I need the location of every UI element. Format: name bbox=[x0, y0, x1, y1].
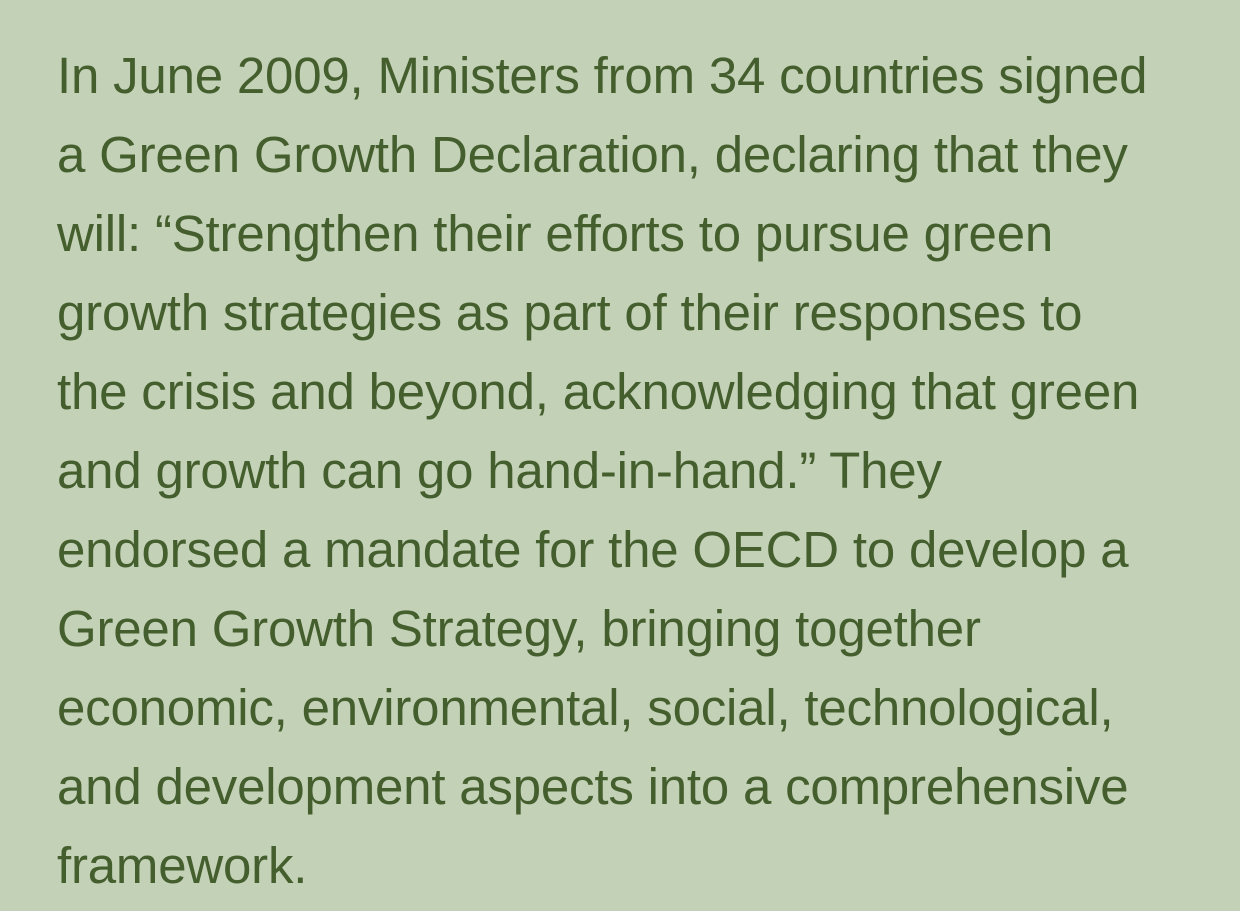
paragraph-line: and growth can go hand-in-hand.” They bbox=[57, 442, 942, 499]
paragraph-line: Green Growth Strategy, bringing together bbox=[57, 600, 981, 657]
paragraph-line: and development aspects into a comprehen… bbox=[57, 758, 1129, 815]
paragraph-line: economic, environmental, social, technol… bbox=[57, 679, 1114, 736]
paragraph-line: framework. bbox=[57, 837, 308, 894]
paragraph-line: will: “Strengthen their efforts to pursu… bbox=[57, 205, 1054, 262]
paragraph-line: endorsed a mandate for the OECD to devel… bbox=[57, 521, 1129, 578]
paragraph-line: the crisis and beyond, acknowledging tha… bbox=[57, 363, 1140, 420]
paragraph-line: growth strategies as part of their respo… bbox=[57, 284, 1083, 341]
paragraph-line: In June 2009, Ministers from 34 countrie… bbox=[57, 47, 1148, 104]
paragraph-line: a Green Growth Declaration, declaring th… bbox=[57, 126, 1128, 183]
